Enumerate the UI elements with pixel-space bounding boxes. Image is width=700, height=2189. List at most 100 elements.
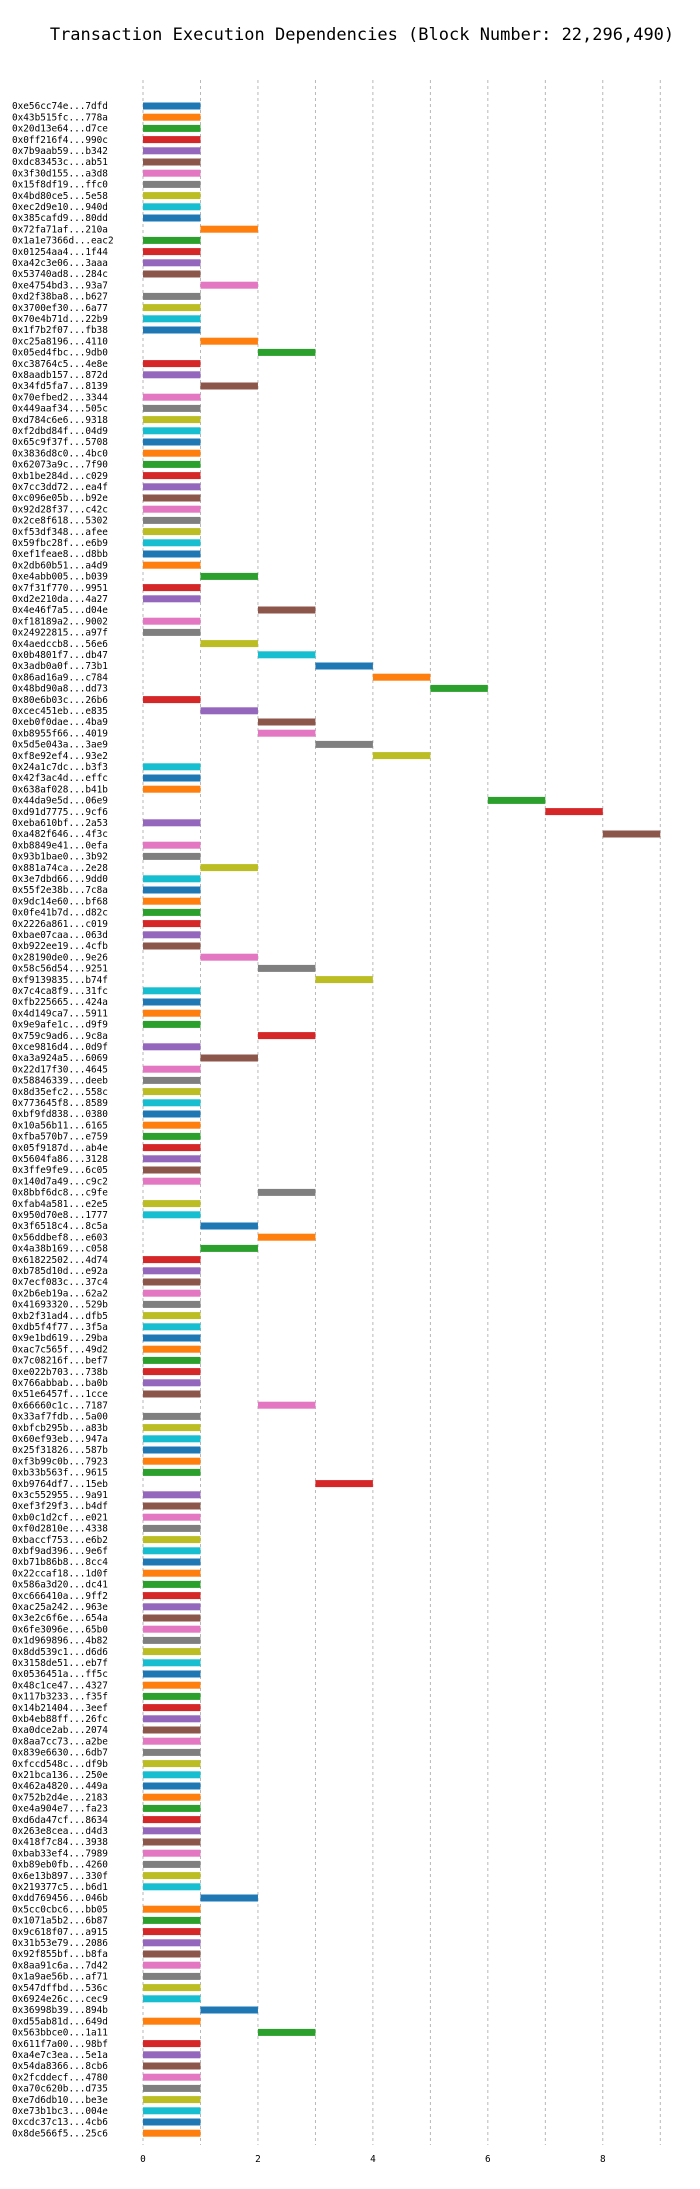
transaction-bar bbox=[143, 1121, 201, 1129]
transaction-bar bbox=[143, 1558, 201, 1566]
transaction-bar bbox=[143, 1659, 201, 1667]
y-tick-label: 0xb33b563f...9615 bbox=[12, 1468, 108, 1479]
transaction-bar bbox=[143, 1312, 201, 1320]
y-tick-label: 0x56ddbef8...e603 bbox=[12, 1232, 108, 1243]
y-tick-label: 0xb2f31ad4...dfb5 bbox=[12, 1311, 108, 1322]
transaction-bar bbox=[143, 1267, 201, 1275]
y-tick-label: 0xf0d2810e...4338 bbox=[12, 1524, 108, 1535]
transaction-bar bbox=[143, 1345, 201, 1353]
y-tick-label: 0x462a4820...449a bbox=[12, 1781, 108, 1792]
y-tick-label: 0x44da9e5d...06e9 bbox=[12, 796, 108, 807]
transaction-bar bbox=[143, 875, 201, 883]
y-tick-label: 0xc666410a...9ff2 bbox=[12, 1591, 108, 1602]
transaction-bar bbox=[200, 572, 258, 580]
transaction-bar bbox=[143, 136, 201, 144]
transaction-bar bbox=[143, 1368, 201, 1376]
transaction-bar bbox=[143, 1211, 201, 1219]
transaction-bar bbox=[200, 225, 258, 233]
y-tick-label: 0x3e7dbd66...9dd0 bbox=[12, 874, 108, 885]
x-tick-label: 4 bbox=[370, 2154, 376, 2165]
transaction-bar bbox=[143, 1715, 201, 1723]
transaction-bar bbox=[315, 1480, 373, 1488]
transaction-bar bbox=[143, 1289, 201, 1297]
transaction-bar bbox=[143, 1110, 201, 1118]
y-tick-label: 0x31b53e79...2086 bbox=[12, 1938, 108, 1949]
transaction-bar bbox=[430, 684, 488, 692]
transaction-bar bbox=[143, 1804, 201, 1812]
y-tick-label: 0x6fe3096e...65b0 bbox=[12, 1624, 108, 1635]
y-tick-label: 0x8aa91c6a...7d42 bbox=[12, 1960, 108, 1971]
transaction-bar bbox=[143, 2096, 201, 2104]
y-tick-label: 0x54da8366...8cb6 bbox=[12, 2061, 108, 2072]
y-tick-label: 0xb71b86b8...8cc4 bbox=[12, 1557, 108, 1568]
y-tick-label: 0xb9764df7...15eb bbox=[12, 1479, 108, 1490]
y-tick-label: 0x839e6630...6db7 bbox=[12, 1748, 108, 1759]
transaction-bar bbox=[143, 1076, 201, 1084]
transaction-bar bbox=[143, 416, 201, 424]
y-tick-label: 0xb8849e41...0efa bbox=[12, 840, 108, 851]
y-tick-label: 0x93b1bae0...3b92 bbox=[12, 852, 108, 863]
y-tick-label: 0x9c618f07...a915 bbox=[12, 1927, 108, 1938]
transaction-bar bbox=[143, 1961, 201, 1969]
y-tick-label: 0xbab33ef4...7989 bbox=[12, 1848, 108, 1859]
transaction-bar bbox=[143, 539, 201, 547]
transaction-bar bbox=[143, 1760, 201, 1768]
y-tick-label: 0x41693320...529b bbox=[12, 1300, 108, 1311]
transaction-bar bbox=[143, 595, 201, 603]
transaction-bar bbox=[143, 1905, 201, 1913]
y-tick-label: 0x10a56b11...6165 bbox=[12, 1120, 108, 1131]
y-tick-label: 0xe022b703...738b bbox=[12, 1367, 108, 1378]
transaction-bar bbox=[143, 169, 201, 177]
y-tick-label: 0x8de566f5...25c6 bbox=[12, 2128, 108, 2139]
y-tick-label: 0x3c552955...9a91 bbox=[12, 1490, 108, 1501]
transaction-bar bbox=[257, 729, 316, 737]
y-tick-label: 0x9dc14e60...bf68 bbox=[12, 896, 108, 907]
transaction-bar bbox=[143, 1009, 201, 1017]
transaction-bar bbox=[143, 1099, 201, 1107]
y-tick-label: 0x0fe41b7d...d82c bbox=[12, 908, 108, 919]
y-tick-label: 0xdd769456...046b bbox=[12, 1893, 108, 1904]
y-tick-label: 0x60ef93eb...947a bbox=[12, 1434, 108, 1445]
transaction-bar bbox=[143, 942, 201, 950]
transaction-bar bbox=[143, 427, 201, 435]
transaction-bar bbox=[143, 1648, 201, 1656]
y-tick-label: 0xef1feae8...d8bb bbox=[12, 549, 108, 560]
transaction-bar bbox=[143, 1928, 201, 1936]
y-tick-label: 0x24a1c7dc...b3f3 bbox=[12, 762, 108, 773]
y-tick-label: 0x5604fa86...3128 bbox=[12, 1154, 108, 1165]
y-tick-label: 0x773645f8...8589 bbox=[12, 1098, 108, 1109]
y-tick-label: 0x1f7b2f07...fb38 bbox=[12, 325, 108, 336]
transaction-bar bbox=[200, 2006, 258, 2014]
transaction-bar bbox=[143, 774, 201, 782]
transaction-bar bbox=[143, 1524, 201, 1532]
transaction-bar bbox=[143, 516, 201, 524]
y-tick-label: 0x66660c1c...7187 bbox=[12, 1400, 108, 1411]
y-tick-label: 0x6924e26c...cec9 bbox=[12, 1994, 108, 2005]
y-tick-label: 0x2226a861...c019 bbox=[12, 919, 108, 930]
y-tick-label: 0xc096e05b...b92e bbox=[12, 493, 108, 504]
transaction-bar bbox=[143, 1681, 201, 1689]
y-tick-label: 0x15f8df19...ffc0 bbox=[12, 180, 108, 191]
transaction-bar bbox=[143, 1300, 201, 1308]
y-tick-label: 0xc25a8196...4110 bbox=[12, 336, 108, 347]
chart-title: Transaction Execution Dependencies (Bloc… bbox=[50, 25, 674, 45]
y-tick-label: 0x2db60b51...a4d9 bbox=[12, 560, 108, 571]
y-tick-label: 0xf8e92ef4...93e2 bbox=[12, 751, 108, 762]
transaction-bar bbox=[143, 113, 201, 121]
transaction-bar bbox=[143, 1435, 201, 1443]
transaction-bar bbox=[257, 1233, 316, 1241]
y-tick-label: 0x05f9187d...ab4e bbox=[12, 1143, 108, 1154]
y-tick-label: 0x418f7c84...3938 bbox=[12, 1837, 108, 1848]
y-tick-label: 0xa4e7c3ea...5e1a bbox=[12, 2050, 108, 2061]
y-tick-label: 0x1a1e7366d...eac2 bbox=[12, 236, 114, 247]
transaction-bar bbox=[143, 763, 201, 771]
transaction-bar bbox=[143, 460, 201, 468]
y-tick-label: 0xef3f29f3...b4df bbox=[12, 1501, 108, 1512]
y-tick-label: 0xb8955f66...4019 bbox=[12, 728, 108, 739]
transaction-bar bbox=[143, 1334, 201, 1342]
y-tick-label: 0x3e2c6f6e...654a bbox=[12, 1613, 108, 1624]
y-tick-label: 0x7b9aab59...b342 bbox=[12, 146, 108, 157]
transaction-bar bbox=[143, 1020, 201, 1028]
y-tick-label: 0x3f30d155...a3d8 bbox=[12, 168, 108, 179]
